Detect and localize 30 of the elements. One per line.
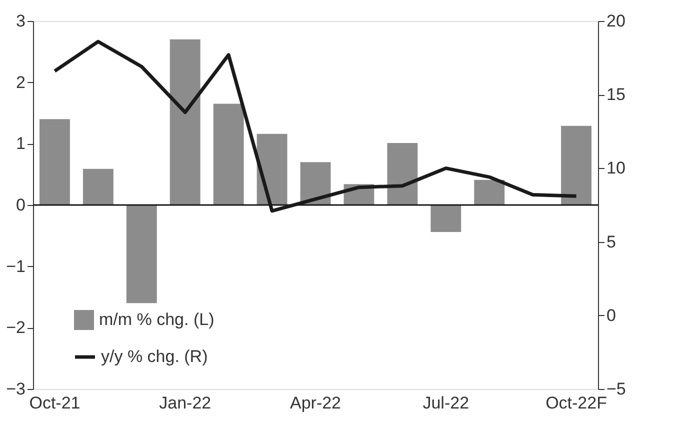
y-tick-label: 2 bbox=[16, 72, 26, 92]
bar bbox=[170, 39, 200, 205]
x-tick-label: Jul-22 bbox=[422, 394, 470, 412]
y-tick-label: −3 bbox=[6, 380, 26, 398]
y2-tick-label: 15 bbox=[606, 85, 626, 104]
x-tick-label: Jan-22 bbox=[159, 394, 212, 412]
bar bbox=[213, 104, 244, 205]
y2-tick-label: −5 bbox=[606, 380, 626, 398]
x-tick-label: Apr-22 bbox=[290, 394, 342, 412]
y2-tick-label: 20 bbox=[606, 12, 626, 30]
x-tick-label: Oct-22F bbox=[546, 394, 607, 412]
legend-label: m/m % chg. (L) bbox=[99, 310, 214, 329]
bar bbox=[126, 205, 157, 304]
bar bbox=[474, 180, 505, 205]
bar bbox=[256, 134, 288, 205]
y2-tick-label: 5 bbox=[606, 232, 616, 252]
bar bbox=[82, 168, 114, 205]
y-tick-label: −2 bbox=[6, 318, 26, 338]
bar bbox=[387, 143, 418, 205]
y-tick-label: 1 bbox=[16, 134, 26, 154]
y2-tick-label: 0 bbox=[606, 306, 616, 325]
y-tick-label: −1 bbox=[6, 256, 26, 276]
legend-label: y/y % chg. (R) bbox=[101, 347, 208, 366]
bar bbox=[561, 126, 592, 205]
bar bbox=[430, 205, 462, 232]
x-tick-label: Oct-21 bbox=[29, 394, 80, 412]
y2-tick-label: 10 bbox=[606, 158, 626, 178]
y-tick-label: 3 bbox=[16, 12, 26, 30]
bar bbox=[40, 119, 70, 205]
y-tick-label: 0 bbox=[16, 196, 26, 214]
